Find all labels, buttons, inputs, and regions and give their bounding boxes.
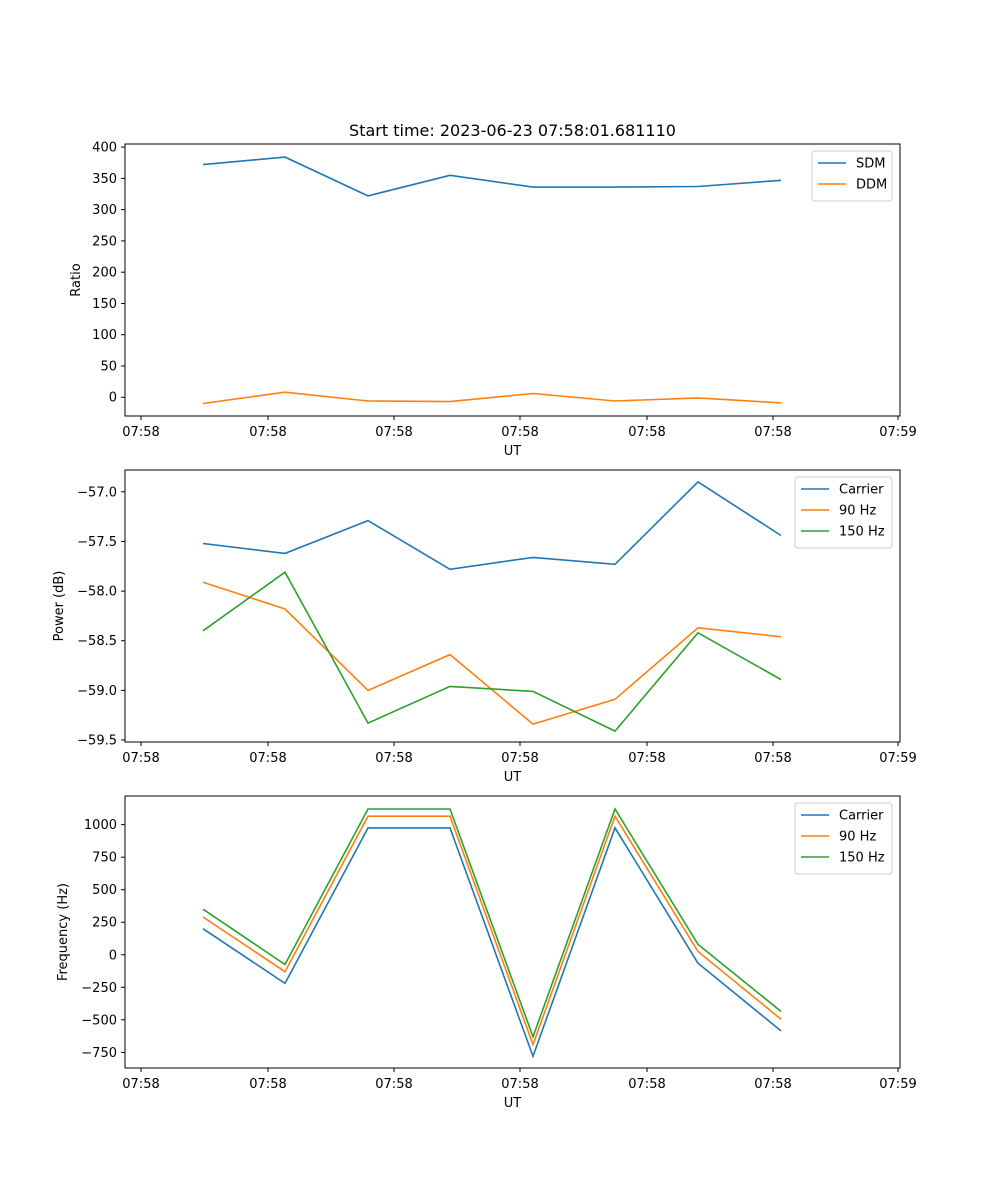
x-tick-label: 07:58	[122, 751, 159, 766]
y-tick-label: −59.0	[77, 684, 117, 699]
series-line-ddm	[202, 391, 782, 405]
plot-area-frame	[124, 143, 901, 417]
chart-panel-1: 07:58 07:58 07:58 07:58 07:58 07:58 07:59 0 50 10…	[69, 121, 917, 459]
y-tick-label: 250	[92, 234, 117, 249]
y-tick-label: 100	[92, 328, 117, 343]
x-tick-label: 07:58	[501, 425, 538, 440]
y-tick-label: −58.5	[77, 634, 117, 649]
y-tick-label: −250	[81, 981, 117, 996]
y-tick-label: −750	[81, 1046, 117, 1061]
x-tick-label: 07:58	[501, 1077, 538, 1092]
y-tick-label: 150	[92, 297, 117, 312]
y-axis-label: Power (dB)	[52, 571, 67, 642]
x-tick-label: 07:58	[375, 425, 412, 440]
x-tick-label: 07:58	[754, 425, 791, 440]
legend: SDM DDM	[811, 150, 893, 202]
y-tick-label: 0	[109, 948, 117, 963]
series-line-carrier	[202, 480, 782, 571]
chart-title: Start time: 2023-06-23 07:58:01.681110	[349, 121, 676, 140]
y-tick-label: 1000	[84, 818, 117, 833]
x-tick-label: 07:58	[122, 1077, 159, 1092]
y-tick-label: 350	[92, 172, 117, 187]
x-tick-label: 07:58	[628, 425, 665, 440]
legend-label: Carrier	[839, 483, 884, 498]
y-tick-label: −58.0	[77, 585, 117, 600]
plot-area-frame	[124, 469, 901, 743]
legend-label: DDM	[856, 178, 887, 193]
series-line-150-hz	[202, 571, 782, 733]
x-axis-label: UT	[504, 770, 522, 785]
x-tick-label: 07:58	[754, 1077, 791, 1092]
legend-label: 90 Hz	[839, 504, 876, 519]
legend-label: Carrier	[839, 809, 884, 824]
series-line-150-hz	[202, 807, 782, 1040]
legend: Carrier 90 Hz 150 Hz	[794, 476, 893, 549]
y-tick-label: 0	[109, 391, 117, 406]
legend-label: 90 Hz	[839, 830, 876, 845]
legend-label: 150 Hz	[839, 851, 885, 866]
y-tick-label: −57.0	[77, 485, 117, 500]
chart-panel-2: 07:58 07:58 07:58 07:58 07:58 07:58 07:59 −57.0…	[52, 469, 917, 785]
series-line-carrier	[202, 826, 782, 1059]
x-tick-label: 07:58	[375, 1077, 412, 1092]
x-tick-label: 07:58	[249, 1077, 286, 1092]
x-tick-label: 07:58	[375, 751, 412, 766]
y-tick-label: −500	[81, 1013, 117, 1028]
x-tick-label: 07:59	[879, 425, 916, 440]
x-tick-label: 07:58	[754, 751, 791, 766]
y-axis-label: Frequency (Hz)	[56, 883, 71, 981]
x-tick-label: 07:58	[122, 425, 159, 440]
legend: Carrier 90 Hz 150 Hz	[794, 802, 893, 875]
x-axis-label: UT	[504, 444, 522, 459]
y-tick-label: 200	[92, 266, 117, 281]
x-tick-label: 07:59	[879, 1077, 916, 1092]
x-tick-label: 07:59	[879, 751, 916, 766]
y-tick-label: 750	[92, 851, 117, 866]
chart-panel-3: 07:58 07:58 07:58 07:58 07:58 07:58 07:59 −750 −…	[56, 795, 917, 1111]
x-tick-label: 07:58	[628, 1077, 665, 1092]
x-axis-label: UT	[504, 1096, 522, 1111]
series-line-sdm	[202, 156, 782, 197]
plot-area-frame	[124, 795, 901, 1069]
series-line-90-hz	[202, 814, 782, 1047]
y-tick-label: 250	[92, 916, 117, 931]
legend-label: SDM	[856, 157, 885, 172]
x-tick-label: 07:58	[249, 751, 286, 766]
x-tick-label: 07:58	[249, 425, 286, 440]
y-tick-label: 500	[92, 883, 117, 898]
legend-label: 150 Hz	[839, 525, 885, 540]
y-tick-label: 300	[92, 203, 117, 218]
x-tick-label: 07:58	[628, 751, 665, 766]
y-tick-label: 400	[92, 141, 117, 156]
y-tick-label: −59.5	[77, 734, 117, 749]
y-tick-label: 50	[100, 359, 117, 374]
y-axis-label: Ratio	[69, 263, 84, 296]
series-line-90-hz	[202, 581, 782, 725]
x-tick-label: 07:58	[501, 751, 538, 766]
y-tick-label: −57.5	[77, 535, 117, 550]
